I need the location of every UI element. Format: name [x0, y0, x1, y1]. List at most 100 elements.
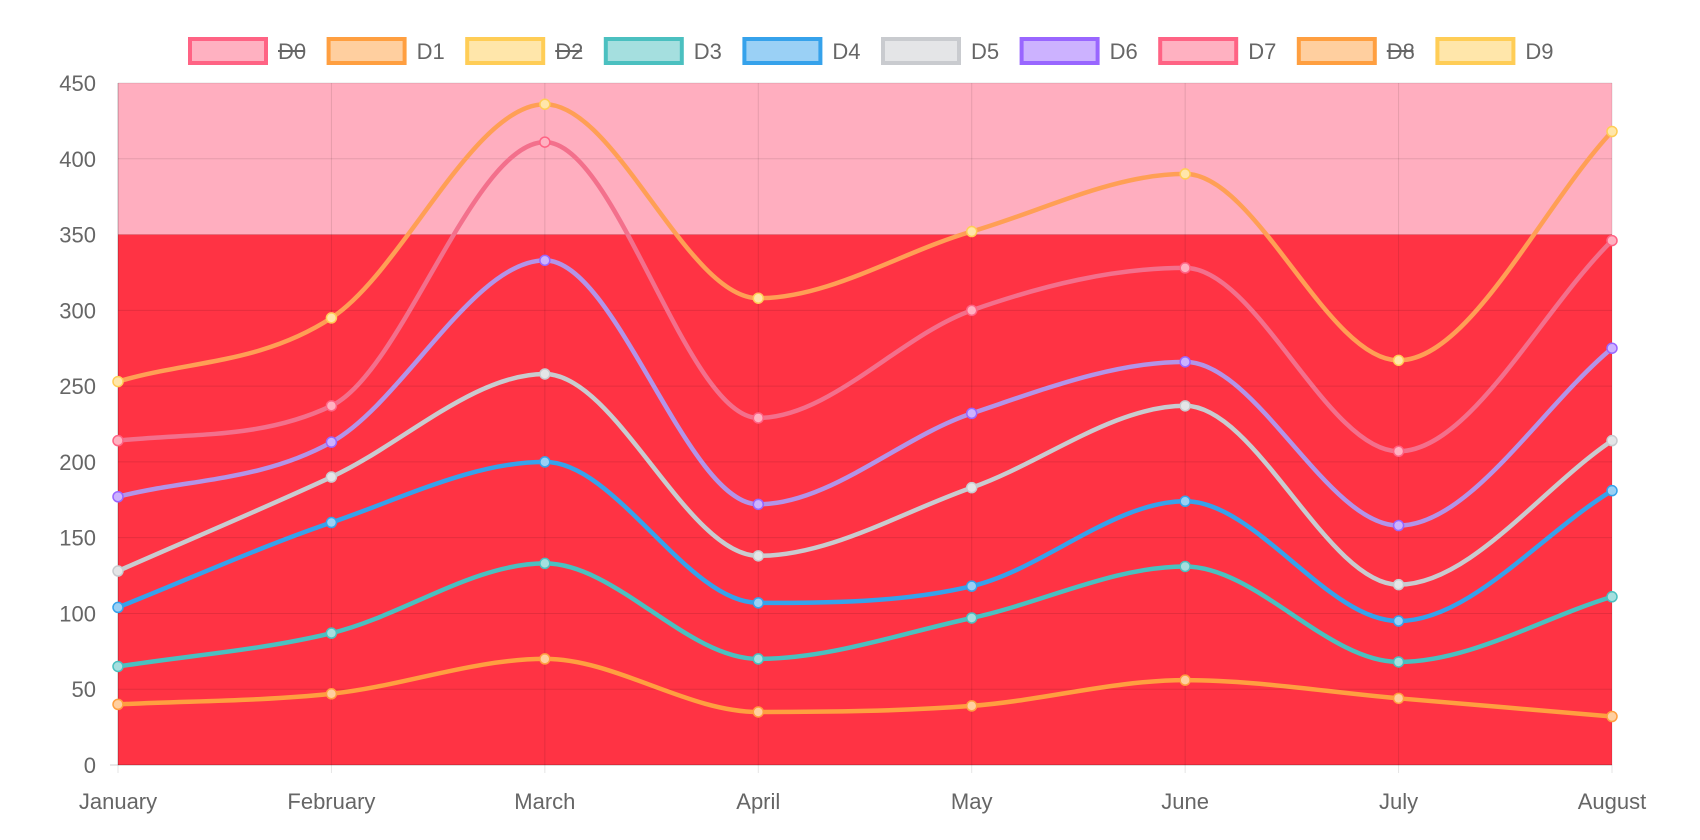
legend-label: D7 — [1248, 39, 1276, 64]
point-d1[interactable] — [752, 706, 765, 718]
series-points — [112, 98, 1618, 723]
legend-item-d6[interactable]: D6 — [1019, 37, 1138, 65]
point-d6[interactable] — [325, 436, 338, 448]
point-d1[interactable] — [1606, 710, 1618, 723]
point-d7[interactable] — [752, 412, 765, 424]
point-d7[interactable] — [965, 304, 978, 317]
legend-item-d4[interactable]: D4 — [742, 37, 861, 65]
x-tick-label: June — [1161, 789, 1209, 814]
legend-swatch — [881, 37, 961, 65]
point-d9[interactable] — [752, 292, 765, 304]
point-d7[interactable] — [1392, 445, 1405, 458]
point-d7[interactable] — [325, 400, 338, 412]
point-d7[interactable] — [1179, 262, 1191, 274]
point-d1[interactable] — [325, 688, 338, 700]
legend-item-d0[interactable]: D0 — [188, 37, 306, 65]
series-line-d6 — [115, 258, 1615, 528]
point-d9[interactable] — [539, 98, 551, 110]
point-d5[interactable] — [1179, 400, 1191, 412]
legend-label: D6 — [1110, 39, 1138, 64]
point-d4[interactable] — [539, 456, 551, 468]
point-d1[interactable] — [1392, 692, 1405, 705]
series-line-d5 — [115, 371, 1615, 587]
point-d4[interactable] — [1606, 484, 1618, 497]
point-d3[interactable] — [539, 557, 551, 570]
point-d6[interactable] — [752, 498, 765, 511]
point-d1[interactable] — [112, 698, 124, 711]
legend-item-d9[interactable]: D9 — [1435, 37, 1554, 65]
fill-d0-lower-band — [118, 234, 1612, 766]
point-d5[interactable] — [1606, 434, 1618, 447]
point-d7[interactable] — [1606, 234, 1618, 247]
point-d7[interactable] — [539, 136, 551, 148]
point-d4[interactable] — [112, 601, 124, 614]
point-d3[interactable] — [1392, 656, 1405, 668]
point-d5[interactable] — [539, 368, 551, 380]
point-d5[interactable] — [1392, 578, 1405, 591]
point-d9[interactable] — [965, 225, 978, 238]
point-d3[interactable] — [112, 660, 124, 673]
point-d7[interactable] — [112, 434, 124, 447]
series-lines — [115, 101, 1615, 719]
point-d3[interactable] — [1606, 591, 1618, 603]
point-d1[interactable] — [539, 653, 551, 665]
legend-item-d1[interactable]: D1 — [326, 37, 445, 65]
legend-item-d3[interactable]: D3 — [603, 37, 722, 65]
legend-swatch — [1019, 37, 1100, 65]
point-d4[interactable] — [965, 580, 978, 592]
point-d6[interactable] — [1179, 356, 1191, 368]
point-d9[interactable] — [1179, 168, 1191, 180]
legend-item-d5[interactable]: D5 — [881, 37, 999, 65]
series-line-d4 — [115, 459, 1615, 624]
legend-label: D5 — [971, 39, 999, 64]
x-tick-label: February — [287, 789, 375, 814]
point-d9[interactable] — [1392, 354, 1405, 367]
x-tick-label: May — [951, 789, 993, 814]
point-d5[interactable] — [325, 471, 338, 483]
point-d6[interactable] — [1606, 342, 1618, 354]
legend-swatch — [603, 37, 684, 65]
point-d4[interactable] — [325, 516, 338, 529]
x-tick-labels: January February March April May June July Augu… — [79, 789, 1646, 814]
legend-swatch — [465, 37, 546, 65]
point-d9[interactable] — [1606, 125, 1618, 138]
y-tick-label: 450 — [59, 71, 96, 96]
point-d6[interactable] — [112, 490, 124, 503]
point-d4[interactable] — [1179, 495, 1191, 508]
point-d9[interactable] — [112, 375, 124, 388]
point-d9[interactable] — [325, 312, 338, 324]
series-line-d1 — [115, 656, 1615, 719]
point-d6[interactable] — [1392, 519, 1405, 532]
x-tick-label: July — [1379, 789, 1418, 814]
legend-swatch — [188, 37, 268, 65]
point-d4[interactable] — [1392, 615, 1405, 627]
y-tick-label: 400 — [59, 147, 96, 172]
point-d1[interactable] — [1179, 674, 1191, 686]
y-tick-label: 100 — [59, 601, 96, 626]
point-d3[interactable] — [752, 653, 765, 665]
point-d6[interactable] — [539, 254, 551, 267]
point-d6[interactable] — [965, 407, 978, 420]
legend-swatch — [1296, 37, 1377, 65]
series-line-d3 — [115, 561, 1615, 669]
legend-label: D1 — [417, 39, 445, 64]
point-d3[interactable] — [1179, 560, 1191, 573]
legend-item-d2[interactable]: D2 — [465, 37, 583, 65]
legend-label: D9 — [1525, 39, 1553, 64]
fill-d0-upper-band — [118, 83, 1612, 235]
point-d5[interactable] — [752, 550, 765, 562]
y-tick-label: 300 — [59, 298, 96, 323]
point-d3[interactable] — [965, 612, 978, 624]
point-d3[interactable] — [325, 627, 338, 639]
y-tick-label: 150 — [59, 526, 96, 551]
legend-item-d8[interactable]: D8 — [1296, 37, 1415, 65]
point-d5[interactable] — [112, 565, 124, 577]
point-d5[interactable] — [965, 481, 978, 494]
legend-item-d7[interactable]: D7 — [1158, 37, 1276, 65]
point-d1[interactable] — [965, 700, 978, 712]
legend-swatch — [326, 37, 407, 65]
series-line-d7 — [115, 139, 1615, 454]
y-tick-label: 0 — [84, 753, 96, 778]
point-d4[interactable] — [752, 597, 765, 609]
